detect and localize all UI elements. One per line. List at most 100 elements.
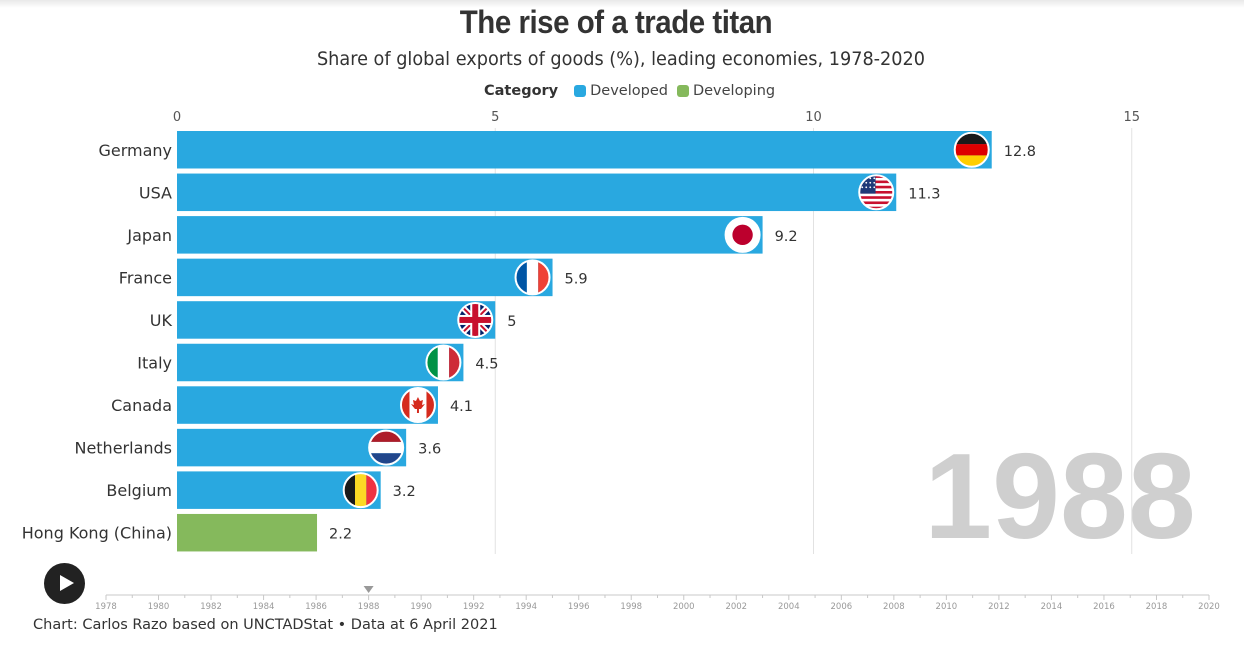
bar[interactable] (177, 428, 407, 467)
flag-disc (732, 224, 753, 246)
flag-part (954, 132, 989, 145)
bar-row-italy[interactable]: Italy 4.5 (137, 343, 498, 382)
timeline-year-label: 2008 (883, 602, 905, 612)
flag-star (873, 186, 876, 189)
timeline-year-label: 2020 (1198, 602, 1220, 612)
flag-ring (724, 216, 761, 253)
flag-ring (368, 429, 405, 466)
flag-ring (514, 259, 551, 296)
flag-part (369, 453, 404, 465)
x-tick-label: 0 (173, 110, 181, 125)
flag-part (426, 388, 435, 423)
chart-subtitle: Share of global exports of goods (%), le… (316, 48, 926, 70)
flag-part (859, 177, 894, 181)
x-tick-label: 5 (491, 110, 499, 125)
bar[interactable] (177, 131, 992, 169)
category-label: USA (139, 183, 172, 202)
flag-star (869, 181, 872, 184)
bar[interactable] (177, 173, 897, 212)
x-tick-label: 15 (1123, 110, 1140, 125)
flag-part (526, 260, 539, 295)
germany-flag-icon (954, 132, 989, 167)
category-label: Netherlands (74, 439, 172, 458)
timeline-year-label: 2006 (831, 602, 853, 612)
legend-label-developing: Developing (692, 83, 776, 99)
flag-part (355, 473, 367, 508)
flag-star (869, 186, 872, 189)
category-label: UK (150, 311, 173, 330)
flag-part (437, 345, 450, 380)
flag-ring (425, 344, 462, 381)
timeline-year-label: 2014 (1041, 602, 1063, 612)
flag-part (954, 155, 989, 167)
value-label: 4.1 (450, 399, 473, 415)
flag-part (954, 144, 989, 156)
legend-swatch-developed (574, 85, 587, 97)
category-label: Belgium (106, 481, 172, 500)
timeline-handle[interactable] (363, 586, 374, 593)
play-button[interactable] (44, 563, 85, 604)
legend-swatch-developing (676, 85, 689, 97)
timeline-year-label: 1990 (410, 602, 432, 612)
flag-part (859, 198, 894, 202)
belgium-flag-icon (343, 473, 378, 508)
timeline-year-label: 1986 (305, 602, 327, 612)
bar-row-canada[interactable]: Canada 4.1 (111, 386, 473, 424)
legend-item-developed[interactable]: Developed (574, 83, 668, 99)
bar[interactable] (177, 513, 318, 552)
bar-row-hong-kong-china[interactable]: Hong Kong (China) 2.2 (22, 513, 352, 552)
bar-row-japan[interactable]: Japan 9.2 (126, 216, 798, 254)
timeline-year-label: 2010 (936, 602, 958, 612)
bar[interactable] (177, 343, 464, 382)
flag-part (515, 260, 527, 295)
category-label: Germany (98, 141, 172, 160)
bar[interactable] (177, 258, 553, 297)
flag-part (369, 430, 404, 442)
flag-part (859, 185, 894, 189)
bar[interactable] (177, 216, 763, 254)
value-label: 9.2 (775, 229, 798, 245)
flag-part (859, 201, 894, 205)
flag-part (366, 473, 378, 508)
timeline-year-label: 2016 (1093, 602, 1115, 612)
usa-flag-icon (859, 175, 894, 210)
flag-part (859, 190, 894, 194)
bar-row-belgium[interactable]: Belgium 3.2 (106, 471, 416, 509)
legend-item-developing[interactable]: Developing (676, 83, 776, 99)
flag-part (538, 260, 550, 295)
flag-ring (399, 387, 436, 424)
bar-row-netherlands[interactable]: Netherlands 3.6 (74, 428, 441, 467)
bar-row-germany[interactable]: Germany 12.8 (98, 131, 1036, 169)
legend: Category Developed Developing (484, 81, 784, 101)
flag-part (859, 175, 894, 179)
value-label: 11.3 (908, 186, 940, 202)
value-label: 5.9 (565, 271, 588, 287)
value-label: 12.8 (1004, 144, 1036, 160)
flag-part (859, 180, 894, 184)
flag-star (865, 186, 868, 189)
timeline-year-label: 1998 (620, 602, 642, 612)
timeline-year-label: 1984 (253, 602, 275, 612)
bar-row-usa[interactable]: USA 11.3 (139, 173, 941, 212)
timeline-year-label: 2002 (725, 602, 747, 612)
france-flag-icon (515, 260, 550, 295)
flag-part (859, 188, 894, 192)
bar[interactable] (177, 386, 438, 424)
flag-part (859, 193, 894, 197)
timeline-year-label: 2000 (673, 602, 695, 612)
flag-ring (858, 174, 895, 211)
flag-part (859, 183, 894, 187)
flag-part (400, 388, 410, 423)
bar-row-france[interactable]: France 5.9 (119, 258, 588, 297)
value-label: 3.2 (393, 484, 416, 500)
category-label: Japan (126, 226, 172, 245)
timeline-year-label: 1994 (515, 602, 537, 612)
bar-row-uk[interactable]: UK 5 (150, 301, 517, 339)
category-label: Italy (137, 354, 172, 373)
flag-star (861, 186, 864, 189)
bar[interactable] (177, 301, 496, 339)
timeline-year-label: 1992 (463, 602, 485, 612)
category-label: Canada (111, 396, 172, 415)
flag-part (859, 196, 894, 200)
flag-star (865, 181, 868, 184)
